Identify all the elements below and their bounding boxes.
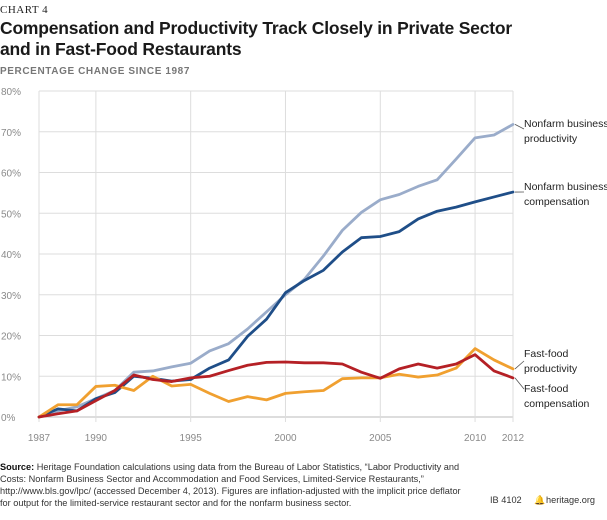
- y-tick-label: 60%: [1, 169, 21, 180]
- y-axis-ticks: 0% 10% 20% 30% 40% 50% 60% 70% 80%: [1, 87, 21, 424]
- chart-title: Compensation and Productivity Track Clos…: [0, 18, 600, 60]
- x-tick-label: 2005: [369, 433, 392, 444]
- series-line: [37, 190, 515, 419]
- series-labels: Nonfarm business productivity Nonfarm busi…: [514, 118, 607, 410]
- y-tick-label: 40%: [1, 250, 21, 261]
- x-tick-label: 1995: [180, 433, 203, 444]
- x-axis-ticks: 1987 1990 1995 2000 2005 2010 2012: [28, 433, 525, 444]
- x-tick-label: 2012: [502, 433, 525, 444]
- chart-title-line-2: and in Fast-Food Restaurants: [0, 39, 242, 59]
- chart-title-line-1: Compensation and Productivity Track Clos…: [0, 18, 512, 38]
- series-label: productivity: [524, 363, 578, 375]
- bell-icon: 🔔: [534, 495, 546, 505]
- grid-lines: [38, 90, 514, 422]
- y-tick-label: 20%: [1, 332, 21, 343]
- x-tick-label: 2010: [464, 433, 487, 444]
- series-label: Fast-food: [524, 348, 569, 360]
- y-tick-label: 70%: [1, 128, 21, 139]
- label-leader-line: [514, 377, 525, 390]
- label-leader-line: [514, 124, 525, 130]
- series-label: compensation: [524, 398, 590, 410]
- source-text: Heritage Foundation calculations using d…: [0, 462, 461, 508]
- y-tick-label: 0%: [1, 413, 16, 424]
- series-line: [37, 353, 515, 419]
- series-label: Nonfarm business: [524, 118, 607, 130]
- series-label: Fast-food: [524, 383, 569, 395]
- chart-subtitle: PERCENTAGE CHANGE SINCE 1987: [0, 66, 190, 77]
- series-label: productivity: [524, 133, 578, 145]
- line-chart: 0% 10% 20% 30% 40% 50% 60% 70% 80% 1987 1990 1995 2…: [1, 87, 607, 444]
- y-tick-label: 80%: [1, 87, 21, 98]
- x-tick-label: 1990: [85, 433, 108, 444]
- x-tick-label: 2000: [274, 433, 297, 444]
- label-leader-line: [514, 360, 525, 370]
- source-label: Source:: [0, 462, 35, 472]
- source-note: Source: Heritage Foundation calculations…: [0, 461, 470, 509]
- series-label: Nonfarm business: [524, 181, 607, 193]
- series-line: [37, 347, 515, 419]
- chart-number: CHART 4: [0, 4, 49, 16]
- series-label: compensation: [524, 196, 590, 208]
- y-tick-label: 30%: [1, 291, 21, 302]
- site-url: heritage.org: [546, 495, 596, 505]
- x-tick-label: 1987: [28, 433, 51, 444]
- y-tick-label: 50%: [1, 209, 21, 220]
- y-tick-label: 10%: [1, 372, 21, 383]
- series-lines: [37, 123, 515, 419]
- report-id: IB 4102: [490, 495, 522, 505]
